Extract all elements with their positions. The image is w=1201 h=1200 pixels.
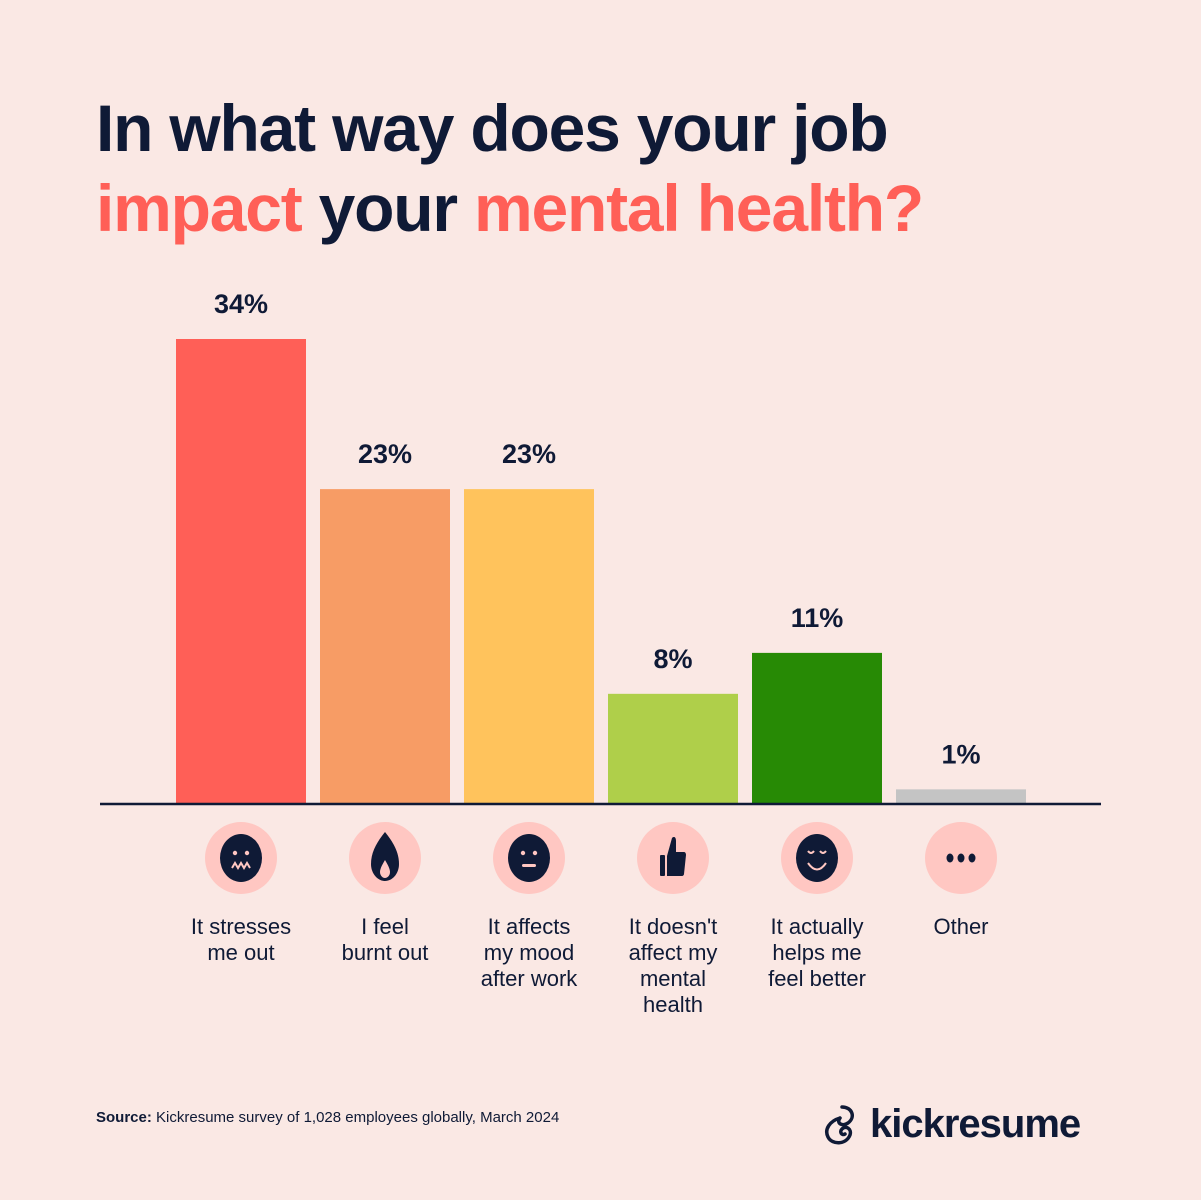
data-label: 34%: [214, 289, 268, 319]
category-label: feel better: [768, 966, 866, 991]
kickresume-logo: kickresume: [820, 1102, 1081, 1147]
category-label: after work: [481, 966, 579, 991]
source-text: Kickresume survey of 1,028 employees glo…: [151, 1109, 560, 1126]
category-label: It affects: [488, 914, 571, 939]
category-label: me out: [207, 940, 274, 965]
category-label: Other: [933, 914, 988, 939]
category-label: affect my: [629, 940, 718, 965]
title-accent-impact: impact: [96, 171, 303, 245]
title-accent-mental-health: mental health?: [474, 171, 924, 245]
title-your: your: [301, 171, 475, 245]
chart-title: In what way does your job impact your me…: [96, 88, 924, 248]
source-note: Source: Kickresume survey of 1,028 emplo…: [96, 1109, 559, 1126]
category-label: helps me: [772, 940, 861, 965]
category-label: It actually: [771, 914, 864, 939]
category-label: It stresses: [191, 914, 291, 939]
data-label: 8%: [653, 644, 692, 674]
stressed-face-icon: [205, 822, 277, 894]
bar-5: [752, 652, 882, 803]
category-label: my mood: [484, 940, 574, 965]
source-label: Source:: [96, 1109, 152, 1126]
more-dots-icon: [925, 822, 997, 894]
data-label: 11%: [791, 603, 844, 633]
data-label: 1%: [941, 739, 980, 769]
category-label: mental: [640, 966, 706, 991]
category-label: It doesn't: [629, 914, 718, 939]
smiling-face-icon: [781, 822, 853, 894]
bar-4: [608, 693, 738, 803]
brand-name: kickresume: [870, 1102, 1081, 1146]
bar-6: [896, 789, 1026, 803]
bar-3: [464, 489, 594, 803]
data-label: 23%: [502, 439, 556, 469]
category-label: I feel: [361, 914, 409, 939]
category-label: health: [643, 992, 703, 1017]
flame-icon: [349, 822, 421, 894]
category-label: burnt out: [342, 940, 429, 965]
bar-1: [176, 339, 306, 803]
title-line-1: In what way does your job: [96, 91, 889, 165]
neutral-face-icon: [493, 822, 565, 894]
kickresume-logo-icon: [825, 1104, 854, 1144]
data-label: 23%: [358, 439, 412, 469]
thumbs-up-icon: [637, 822, 709, 894]
bar-2: [320, 489, 450, 803]
